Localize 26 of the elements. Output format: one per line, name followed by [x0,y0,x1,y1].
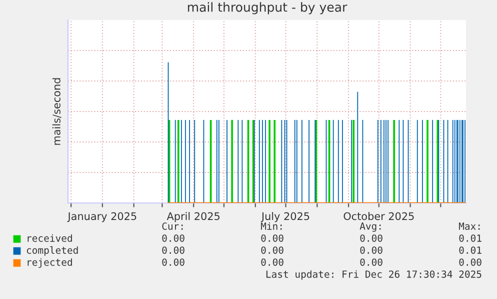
text: 0.00 [261,258,284,266]
legend-label: completed [26,246,78,256]
text: 0.00 [360,234,382,242]
legend-label: received [28,234,72,242]
x-tick-label: April 2025 [166,212,220,222]
text: Max: [458,222,480,230]
x-tick-label: January 2025 [67,212,136,222]
x-tick-label: July 2025 [260,212,310,222]
chart-title: mail throughput - by year [188,2,348,14]
text: 0.00 [162,234,184,242]
text: Avg: [360,222,381,232]
text: 0.00 [162,258,184,266]
y-axis-title: mails/second [52,78,62,145]
text: 0.01 [459,234,482,242]
x-tick-label: October 2025 [344,212,414,220]
text: 0.00 [261,246,284,254]
legend-label: rejected [28,258,72,268]
text: 0.00 [162,246,184,254]
text: Last update: Fri Dec 26 17:30:34 2025 [266,270,482,280]
text: Min: [260,222,282,230]
text: Cur: [162,222,183,230]
text: 0.00 [360,246,382,254]
text: 0.00 [261,234,284,242]
text: 0.01 [459,246,482,254]
text: 0.00 [360,258,382,266]
text: 0.00 [459,258,482,266]
